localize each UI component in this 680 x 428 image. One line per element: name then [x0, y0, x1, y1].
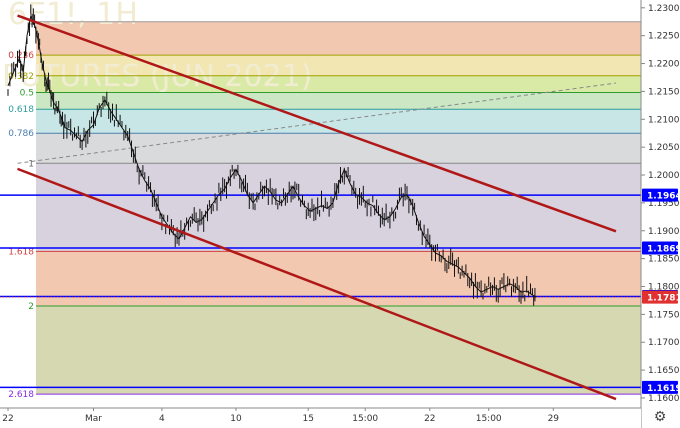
fib-band: [36, 109, 641, 134]
price-line: [7, 14, 537, 298]
channel-line[interactable]: [17, 167, 617, 401]
price-tick-label: 1.1850: [648, 255, 680, 265]
level-price-tag: 1.1619: [647, 384, 680, 394]
time-tick-label: 22: [424, 414, 435, 424]
level-price-tag-bg: [642, 188, 678, 202]
price-tick-label: 1.1650: [648, 366, 680, 376]
channel-line[interactable]: [17, 14, 617, 233]
price-tick-label: 1.2300: [648, 4, 680, 14]
price-tick-label: 1.2000: [648, 171, 680, 181]
price-tick-label: 1.1700: [648, 338, 680, 348]
fib-band: [36, 163, 641, 252]
fib-band: [36, 306, 641, 395]
price-series: [7, 4, 537, 306]
price-tick-label: 1.1600: [648, 394, 680, 404]
fib-label: 0.786: [8, 129, 34, 139]
fib-label: 0.5: [20, 89, 34, 99]
time-tick-label: 15:00: [476, 414, 502, 424]
price-tick-label: 1.2050: [648, 143, 680, 153]
time-tick-label: 22: [2, 414, 13, 424]
fib-band: [36, 394, 641, 408]
last-price-tag: 1.1781: [647, 294, 680, 304]
gear-icon[interactable]: ⚙: [653, 409, 667, 425]
fib-label: 2.618: [8, 390, 34, 400]
time-tick-label: 15:00: [352, 414, 378, 424]
level-price-tag-bg: [642, 241, 678, 255]
price-axis: 1.2300 1.2250 1.2200 1.2150 1.2100 1.2050 1.20…: [640, 0, 680, 428]
channel-lines: [17, 14, 617, 401]
price-tick-label: 1.1900: [648, 227, 680, 237]
price-tick-label: 1.2200: [648, 60, 680, 70]
time-axis: 22 Mar 4 10 15 15:00 22 15:00 29: [0, 407, 641, 428]
fib-label: 0.236: [8, 51, 34, 61]
fib-band: [36, 92, 641, 110]
time-tick-label: 10: [230, 414, 242, 424]
level-price-tag-bg: [642, 380, 678, 394]
fib-band: [36, 55, 641, 76]
price-axis-bg: [641, 0, 680, 428]
price-tick-label: 1.2250: [648, 32, 680, 42]
time-tick-label: Mar: [85, 414, 102, 424]
fib-label: 0.618: [8, 105, 34, 115]
fib-band: [36, 251, 641, 306]
time-axis-bg: [0, 408, 641, 428]
fib-label: 0: [28, 18, 34, 28]
fibonacci-lines: [36, 21, 641, 395]
last-price-tag-bg: [642, 290, 678, 304]
level-price-tag: 1.1869: [647, 245, 680, 255]
level-price-tag: 1.1964: [647, 192, 680, 202]
price-tick-label: 1.1950: [648, 199, 680, 209]
fib-label: 1: [28, 159, 34, 169]
price-tick-label: 1.2150: [648, 87, 680, 97]
price-tick-label: 1.2100: [648, 115, 680, 125]
price-tick-label: 1.1800: [648, 282, 680, 292]
fib-band: [36, 21, 641, 56]
time-tick-label: 29: [548, 414, 560, 424]
fib-band: [36, 133, 641, 164]
price-tick-label: 1.1750: [648, 310, 680, 320]
time-tick-label: 4: [159, 414, 165, 424]
time-tick-label: 15: [302, 414, 313, 424]
fib-label: 1.618: [8, 247, 34, 257]
fib-band: [36, 75, 641, 93]
fib-label: 2: [28, 302, 34, 312]
